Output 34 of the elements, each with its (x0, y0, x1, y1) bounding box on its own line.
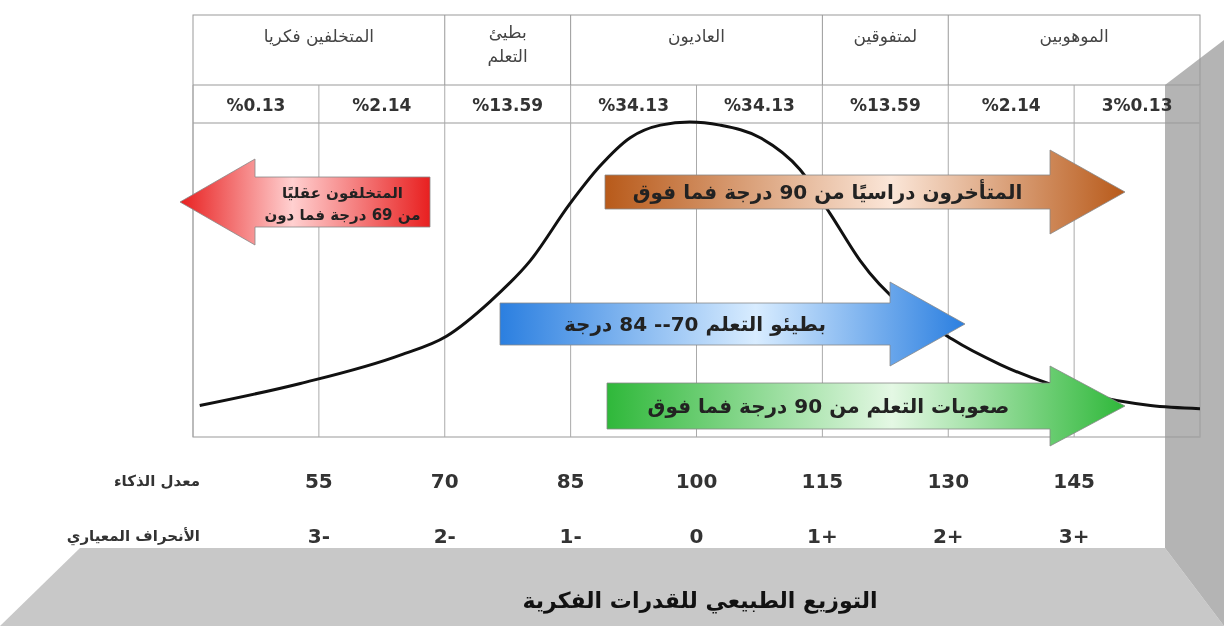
x2-tick-label: 3- (307, 524, 330, 548)
annotation: المتخلفون عقليًا من 69 درجة فما دون (264, 184, 421, 224)
text: بطيئ التعلم (487, 22, 528, 67)
x-tick-label: 85 (556, 469, 585, 493)
x2-axis-title: الأنحراف المعياري (66, 527, 200, 546)
text: 3%0.13 (1101, 95, 1173, 115)
text: الموهوبين (1039, 26, 1109, 46)
text: %34.13 (598, 95, 669, 115)
annotation: صعوبات التعلم من 90 درجة فما فوق (647, 394, 1010, 418)
text: %2.14 (352, 95, 412, 115)
text: %34.13 (724, 95, 795, 115)
x2-tick-label: 0 (689, 524, 704, 548)
text: لمتفوقين (853, 26, 918, 46)
x-tick-label: 130 (927, 469, 970, 493)
text: المتخلفين فكريا (263, 26, 375, 46)
x2-tick-label: 2- (433, 524, 456, 548)
x2-tick-label: 3+ (1058, 524, 1090, 548)
x-axis-title: معدل الذكاء (113, 472, 200, 490)
annotation: المتأخرون دراسيًا من 90 درجة فما فوق (632, 178, 1023, 204)
text: %0.13 (226, 95, 286, 115)
x-tick-label: 115 (801, 469, 844, 493)
x-tick-label: 100 (675, 469, 718, 493)
x-tick-label: 70 (430, 469, 459, 493)
text: %13.59 (849, 95, 921, 115)
x-tick-label: 145 (1053, 469, 1095, 493)
text: التوزيع الطبيعي للقدرات الفكرية (522, 588, 878, 614)
x-tick-label: 55 (304, 469, 333, 493)
text: %2.14 (981, 95, 1041, 115)
x2-tick-label: 1- (559, 524, 582, 548)
annotation: بطيئو التعلم 70-- 84 درجة (563, 312, 827, 336)
text: العاديون (668, 26, 725, 46)
x2-tick-label: 2+ (932, 524, 964, 548)
text: %13.59 (472, 95, 544, 115)
x2-tick-label: 1+ (807, 524, 838, 548)
